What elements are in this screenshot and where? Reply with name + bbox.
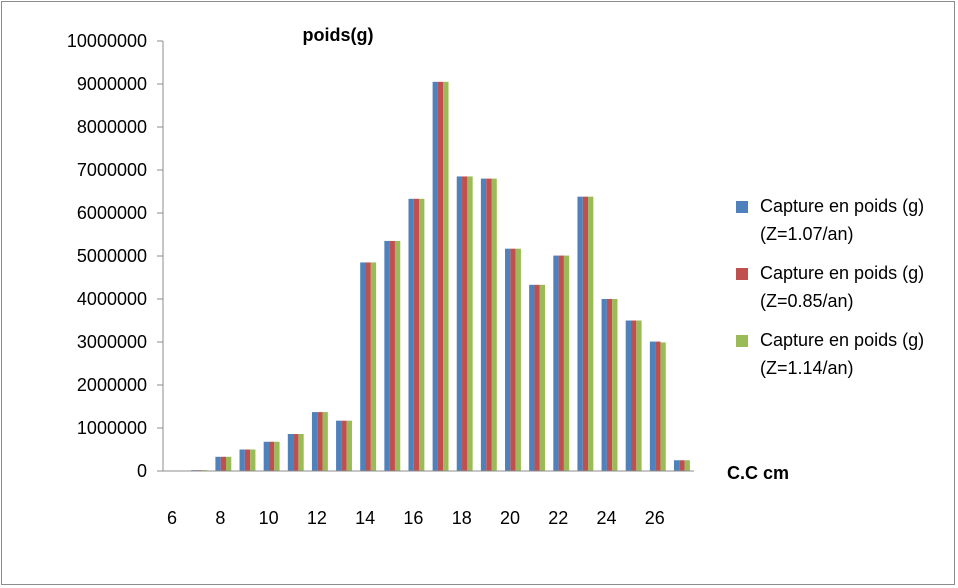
- y-tick-label: 6000000: [77, 203, 147, 223]
- y-tick-label: 2000000: [77, 375, 147, 395]
- bar: [636, 320, 642, 471]
- legend-label: Capture en poids (g)(Z=0.85/an): [760, 263, 925, 311]
- bar: [612, 299, 618, 471]
- bar: [631, 320, 637, 471]
- x-tick-label: 8: [215, 508, 225, 528]
- y-tick-label: 9000000: [77, 74, 147, 94]
- bar: [660, 342, 666, 471]
- bar-series-group: [191, 81, 690, 471]
- legend-swatch-green: [736, 335, 748, 347]
- y-tick-label: 5000000: [77, 246, 147, 266]
- legend-label: Capture en poids (g)(Z=1.14/an): [760, 330, 925, 378]
- x-tick-label: 24: [597, 508, 617, 528]
- bar: [311, 412, 318, 471]
- bar: [486, 178, 492, 471]
- bar: [510, 248, 516, 471]
- x-tick-label: 14: [355, 508, 375, 528]
- y-tick-label: 0: [137, 461, 147, 481]
- bar: [250, 449, 256, 471]
- bar: [443, 81, 449, 471]
- y-tick-label: 7000000: [77, 160, 147, 180]
- bar: [268, 441, 275, 471]
- bar: [263, 441, 269, 471]
- bar: [673, 460, 680, 471]
- x-tick-label: 12: [307, 508, 327, 528]
- legend-swatch-blue: [736, 201, 748, 213]
- bar: [293, 434, 299, 471]
- x-tick-label: 10: [259, 508, 279, 528]
- bar: [563, 255, 570, 471]
- y-axis: 0 1000000 2000000 3000000 4000000 5000000 6000…: [67, 31, 163, 481]
- bar: [529, 284, 535, 471]
- bar: [346, 420, 352, 471]
- bar: [336, 420, 342, 471]
- bar: [408, 198, 414, 471]
- bar: [558, 255, 564, 471]
- bar: [467, 176, 473, 471]
- y-tick-label: 10000000: [67, 31, 147, 51]
- legend: Capture en poids (g)(Z=1.07/an) Capture …: [736, 192, 951, 393]
- y-tick-label: 4000000: [77, 289, 147, 309]
- legend-item: Capture en poids (g)(Z=1.07/an): [736, 192, 951, 248]
- x-tick-label: 22: [548, 508, 568, 528]
- bar: [317, 412, 323, 471]
- bar: [413, 198, 420, 471]
- y-tick-label: 8000000: [77, 117, 147, 137]
- chart-title: poids(g): [303, 25, 374, 45]
- bar: [389, 240, 395, 471]
- x-tick-label: 20: [500, 508, 520, 528]
- bar: [287, 434, 294, 471]
- bar: [239, 449, 245, 471]
- bar: [394, 240, 401, 471]
- bar: [432, 81, 438, 471]
- bar: [480, 178, 487, 471]
- x-axis-title: C.C cm: [727, 463, 789, 483]
- bar: [437, 81, 444, 471]
- bar: [220, 456, 226, 471]
- bar: [684, 460, 690, 471]
- bar: [419, 198, 425, 471]
- legend-item: Capture en poids (g)(Z=1.14/an): [736, 326, 951, 382]
- bar: [384, 240, 390, 471]
- x-tick-label: 26: [645, 508, 665, 528]
- bar: [274, 441, 280, 471]
- x-tick-label: 6: [167, 508, 177, 528]
- y-tick-label: 1000000: [77, 418, 147, 438]
- x-axis: 6 8 10 12 14 16 18 20 22 24 26: [167, 508, 665, 528]
- bar: [577, 196, 583, 471]
- bar: [515, 248, 521, 471]
- bar: [322, 412, 328, 471]
- bar: [606, 299, 613, 471]
- bar: [505, 248, 511, 471]
- bar: [370, 262, 377, 471]
- bar: [225, 456, 232, 471]
- legend-label: Capture en poids (g)(Z=1.07/an): [760, 196, 925, 244]
- bar: [462, 176, 468, 471]
- bar: [588, 196, 594, 471]
- bar: [582, 196, 589, 471]
- bar: [625, 320, 632, 471]
- bar: [298, 434, 304, 471]
- bar: [365, 262, 371, 471]
- bar: [679, 460, 685, 471]
- bar: [215, 456, 221, 471]
- bar: [539, 284, 546, 471]
- bar: [649, 341, 656, 471]
- bar: [553, 255, 559, 471]
- bar: [655, 341, 661, 471]
- bar: [244, 449, 251, 471]
- bar: [456, 176, 463, 471]
- bar: [601, 299, 607, 471]
- bar: [360, 262, 366, 471]
- y-tick-label: 3000000: [77, 332, 147, 352]
- legend-item: Capture en poids (g)(Z=0.85/an): [736, 259, 951, 315]
- x-tick-label: 16: [403, 508, 423, 528]
- x-tick-label: 18: [452, 508, 472, 528]
- legend-swatch-red: [736, 268, 748, 280]
- bar: [491, 178, 497, 471]
- bar: [341, 420, 347, 471]
- bar: [534, 284, 540, 471]
